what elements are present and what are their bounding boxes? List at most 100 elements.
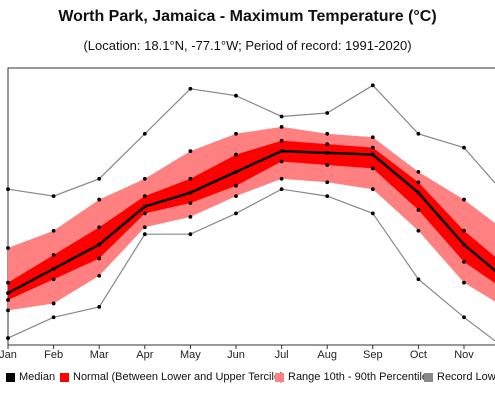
record-low-point <box>234 211 238 216</box>
median-point <box>51 266 56 271</box>
percentile-lower-point <box>234 194 238 199</box>
legend-label-normal: Normal (Between Lower and Upper Tercile) <box>73 371 284 383</box>
percentile-lower-point <box>462 280 466 285</box>
median-point <box>188 190 193 195</box>
tercile-lower-point <box>416 208 421 212</box>
percentile-upper-point <box>370 135 375 140</box>
tercile-lower-point <box>462 260 466 264</box>
percentile-lower-point <box>416 228 421 233</box>
percentile-band-layer <box>8 126 495 311</box>
percentile-upper-point <box>234 131 238 136</box>
record-high-point <box>188 86 193 91</box>
record-low-point <box>188 232 193 237</box>
x-tick-label: Mar <box>90 349 109 361</box>
percentile-lower-point <box>279 176 284 181</box>
record-high-point <box>234 93 238 98</box>
tercile-band-layer <box>8 140 495 300</box>
record-low-point <box>462 315 466 320</box>
percentile-upper-point <box>188 149 193 154</box>
record-lines-layer <box>7 84 495 342</box>
median-point <box>416 190 421 195</box>
percentile-upper-point <box>325 131 330 136</box>
percentile-upper-point <box>279 124 284 129</box>
tercile-lower-point <box>188 201 193 205</box>
median-point <box>234 169 238 174</box>
median-point <box>462 242 466 247</box>
record-low-line <box>7 188 495 342</box>
legend-swatch-record <box>424 372 433 382</box>
median-point <box>279 149 284 154</box>
x-tick-label: Apr <box>136 349 153 361</box>
percentile-lower-point <box>325 180 330 185</box>
percentile-lower-point <box>370 187 375 192</box>
record-low-point <box>370 211 375 216</box>
legend-swatch-median <box>6 372 15 382</box>
data-points-layer <box>6 83 466 340</box>
plot-frame <box>7 67 495 346</box>
tercile-lower-point <box>97 256 102 261</box>
tercile-upper-point <box>51 253 56 257</box>
legend-label-median: Median <box>19 371 56 383</box>
tercile-lower-point <box>325 163 330 167</box>
x-tick-label: Jun <box>227 349 245 361</box>
chart-title: Worth Park, Jamaica - Maximum Temperatur… <box>58 8 437 25</box>
percentile-lower-point <box>97 273 102 278</box>
record-high-point <box>142 131 147 136</box>
tercile-lower-point <box>51 277 56 282</box>
percentile-lower-point <box>6 308 10 313</box>
legend-item-percentile: Range 10th - 90th Percentile <box>275 371 428 383</box>
percentile-lower-point <box>142 225 147 230</box>
tercile-upper-point <box>462 228 466 233</box>
legend-label-record: Record Low/High <box>437 371 495 383</box>
tercile-lower-point <box>6 298 10 302</box>
record-low-point <box>279 187 284 192</box>
tercile-upper-point <box>142 194 147 199</box>
record-high-point <box>416 131 421 136</box>
tercile-upper-point <box>370 145 375 150</box>
record-high-point <box>6 187 10 192</box>
tercile-upper-point <box>188 176 193 181</box>
median-point <box>6 291 10 295</box>
median-point <box>325 150 330 155</box>
tercile-upper-point <box>234 152 238 157</box>
percentile-lower-point <box>188 214 193 219</box>
legend-swatch-percentile <box>275 372 284 382</box>
legend-item-record: Record Low/High <box>424 371 495 383</box>
median-point <box>370 152 375 157</box>
record-low-point <box>97 305 102 309</box>
record-high-point <box>325 111 330 115</box>
percentile-upper-point <box>462 197 466 202</box>
legend-item-normal: Normal (Between Lower and Upper Tercile) <box>60 371 284 383</box>
percentile-upper-point <box>97 197 102 202</box>
record-high-point <box>370 83 375 88</box>
tercile-upper-point <box>279 138 284 143</box>
percentile-lower-point <box>51 301 56 306</box>
legend-label-percentile: Range 10th - 90th Percentile <box>288 371 429 383</box>
median-point <box>142 204 147 209</box>
percentile-upper-point <box>416 169 421 174</box>
record-low-point <box>51 315 56 320</box>
record-high-point <box>97 176 102 181</box>
x-tick-label: Nov <box>454 349 474 361</box>
tercile-lower-point <box>142 211 147 216</box>
record-low-point <box>142 232 147 237</box>
legend: Median Normal (Between Lower and Upper T… <box>0 371 495 389</box>
x-tick-label: Jul <box>275 349 289 361</box>
record-low-point <box>6 336 10 340</box>
median-point <box>97 242 102 247</box>
tercile-upper-point <box>325 142 330 147</box>
tercile-upper-point <box>416 180 421 185</box>
tercile-upper-point <box>97 225 102 230</box>
x-tick-label: Sep <box>363 349 383 361</box>
x-tick-label: Oct <box>410 349 427 361</box>
percentile-upper-point <box>6 246 10 250</box>
tercile-lower-point <box>279 159 284 164</box>
record-low-point <box>325 194 330 199</box>
percentile-upper-point <box>142 176 147 181</box>
record-high-point <box>462 145 466 150</box>
tercile-lower-point <box>234 183 238 188</box>
record-high-point <box>279 114 284 119</box>
record-low-point <box>416 277 421 282</box>
x-tick-label: Aug <box>317 349 337 361</box>
